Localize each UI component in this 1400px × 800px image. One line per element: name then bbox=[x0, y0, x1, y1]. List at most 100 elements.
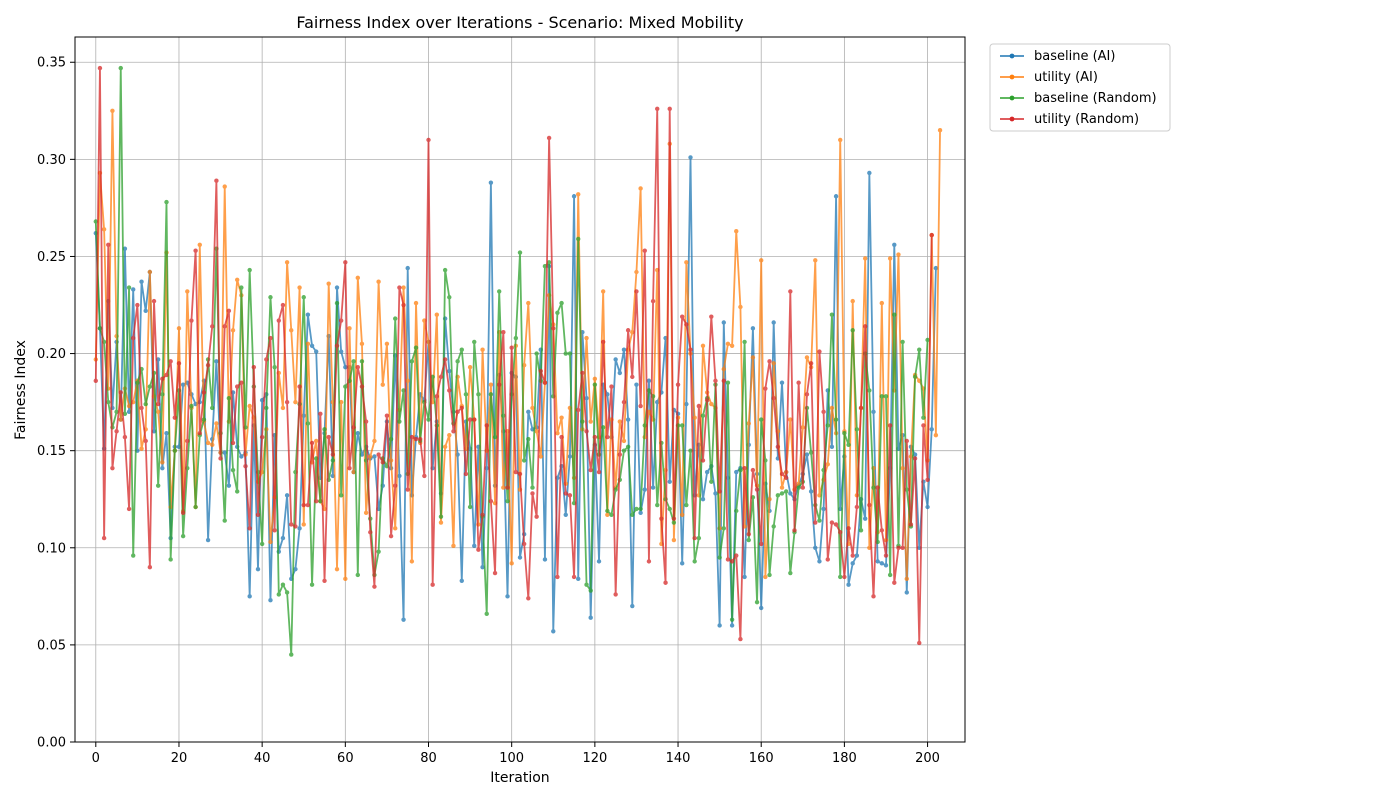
data-point bbox=[667, 479, 672, 484]
data-point bbox=[160, 460, 165, 465]
data-point bbox=[447, 432, 452, 438]
data-point bbox=[871, 409, 876, 415]
data-point bbox=[821, 506, 826, 512]
data-point bbox=[492, 434, 498, 440]
data-point bbox=[933, 265, 939, 271]
data-point bbox=[871, 485, 876, 490]
data-point bbox=[417, 436, 423, 442]
data-point bbox=[147, 565, 153, 570]
legend-swatch-marker bbox=[1009, 116, 1015, 122]
data-point bbox=[442, 444, 448, 449]
data-point bbox=[276, 592, 281, 597]
data-point bbox=[638, 403, 643, 409]
data-point bbox=[700, 497, 706, 502]
data-point bbox=[143, 438, 148, 444]
plot-area-frame bbox=[74, 36, 966, 743]
data-point bbox=[442, 267, 448, 273]
data-point bbox=[858, 405, 864, 411]
data-point bbox=[871, 594, 876, 599]
data-point bbox=[318, 411, 323, 416]
data-point bbox=[609, 512, 614, 517]
data-point bbox=[617, 419, 623, 424]
data-point bbox=[700, 458, 706, 463]
data-point bbox=[555, 431, 560, 436]
data-point bbox=[438, 514, 444, 519]
data-point bbox=[759, 541, 764, 547]
data-point bbox=[667, 506, 672, 512]
data-point bbox=[247, 267, 252, 273]
data-point bbox=[605, 512, 610, 517]
data-point bbox=[355, 431, 360, 436]
data-point bbox=[505, 498, 510, 504]
data-point bbox=[393, 483, 398, 488]
data-point bbox=[534, 514, 539, 519]
data-point bbox=[875, 559, 880, 564]
data-point bbox=[721, 366, 726, 372]
y-tick-label: 0.20 bbox=[37, 347, 66, 362]
data-point bbox=[804, 392, 810, 397]
data-point bbox=[293, 566, 298, 572]
data-point bbox=[384, 341, 390, 347]
legend-entry-utility-ai: utility (AI) bbox=[1000, 70, 1098, 85]
data-point bbox=[343, 364, 348, 370]
data-point bbox=[883, 394, 889, 399]
data-point bbox=[222, 184, 227, 189]
data-point bbox=[259, 541, 265, 547]
data-point bbox=[347, 465, 352, 471]
data-point bbox=[833, 417, 839, 422]
data-point bbox=[680, 561, 685, 566]
data-point bbox=[596, 559, 602, 564]
data-point bbox=[131, 553, 136, 558]
data-point bbox=[201, 390, 207, 395]
data-point bbox=[605, 434, 610, 440]
data-point bbox=[879, 528, 885, 533]
data-point bbox=[542, 380, 548, 385]
data-point bbox=[326, 281, 331, 286]
data-point bbox=[205, 363, 211, 368]
data-point bbox=[642, 248, 647, 253]
data-point bbox=[887, 423, 893, 428]
data-point bbox=[401, 285, 406, 290]
data-point bbox=[621, 448, 627, 453]
data-point bbox=[521, 541, 527, 547]
y-axis-ticks: 0.00 0.05 0.10 0.15 0.20 0.25 0.30 0.35 bbox=[37, 56, 75, 751]
data-point bbox=[904, 438, 909, 444]
data-point bbox=[180, 533, 186, 539]
data-point bbox=[937, 128, 943, 133]
data-point bbox=[734, 508, 739, 514]
data-point bbox=[630, 512, 635, 517]
data-point bbox=[247, 403, 252, 409]
y-tick-label: 0.15 bbox=[37, 444, 66, 459]
data-point bbox=[135, 380, 140, 385]
data-point bbox=[563, 351, 568, 356]
data-point bbox=[779, 471, 785, 477]
data-point bbox=[413, 300, 419, 306]
data-point bbox=[197, 431, 202, 436]
data-point bbox=[638, 510, 643, 516]
data-point bbox=[742, 339, 747, 345]
data-point bbox=[696, 403, 702, 409]
data-point bbox=[671, 520, 677, 525]
data-point bbox=[380, 460, 385, 465]
data-point bbox=[259, 434, 265, 440]
data-point bbox=[272, 528, 277, 533]
legend-swatch-marker bbox=[1009, 53, 1015, 59]
data-point bbox=[912, 456, 918, 461]
data-point bbox=[655, 106, 660, 112]
data-point bbox=[567, 493, 573, 498]
data-point bbox=[771, 320, 776, 325]
data-point bbox=[588, 467, 593, 473]
data-point bbox=[447, 388, 452, 393]
data-point bbox=[546, 260, 552, 265]
data-point bbox=[318, 498, 323, 504]
data-point bbox=[176, 361, 182, 366]
data-point bbox=[480, 512, 485, 517]
data-point bbox=[829, 444, 835, 449]
data-point bbox=[526, 436, 531, 442]
data-point bbox=[135, 302, 140, 308]
data-point bbox=[734, 229, 739, 234]
series-line-utility-ai bbox=[94, 109, 941, 580]
data-point bbox=[750, 326, 756, 331]
data-point bbox=[284, 260, 290, 265]
